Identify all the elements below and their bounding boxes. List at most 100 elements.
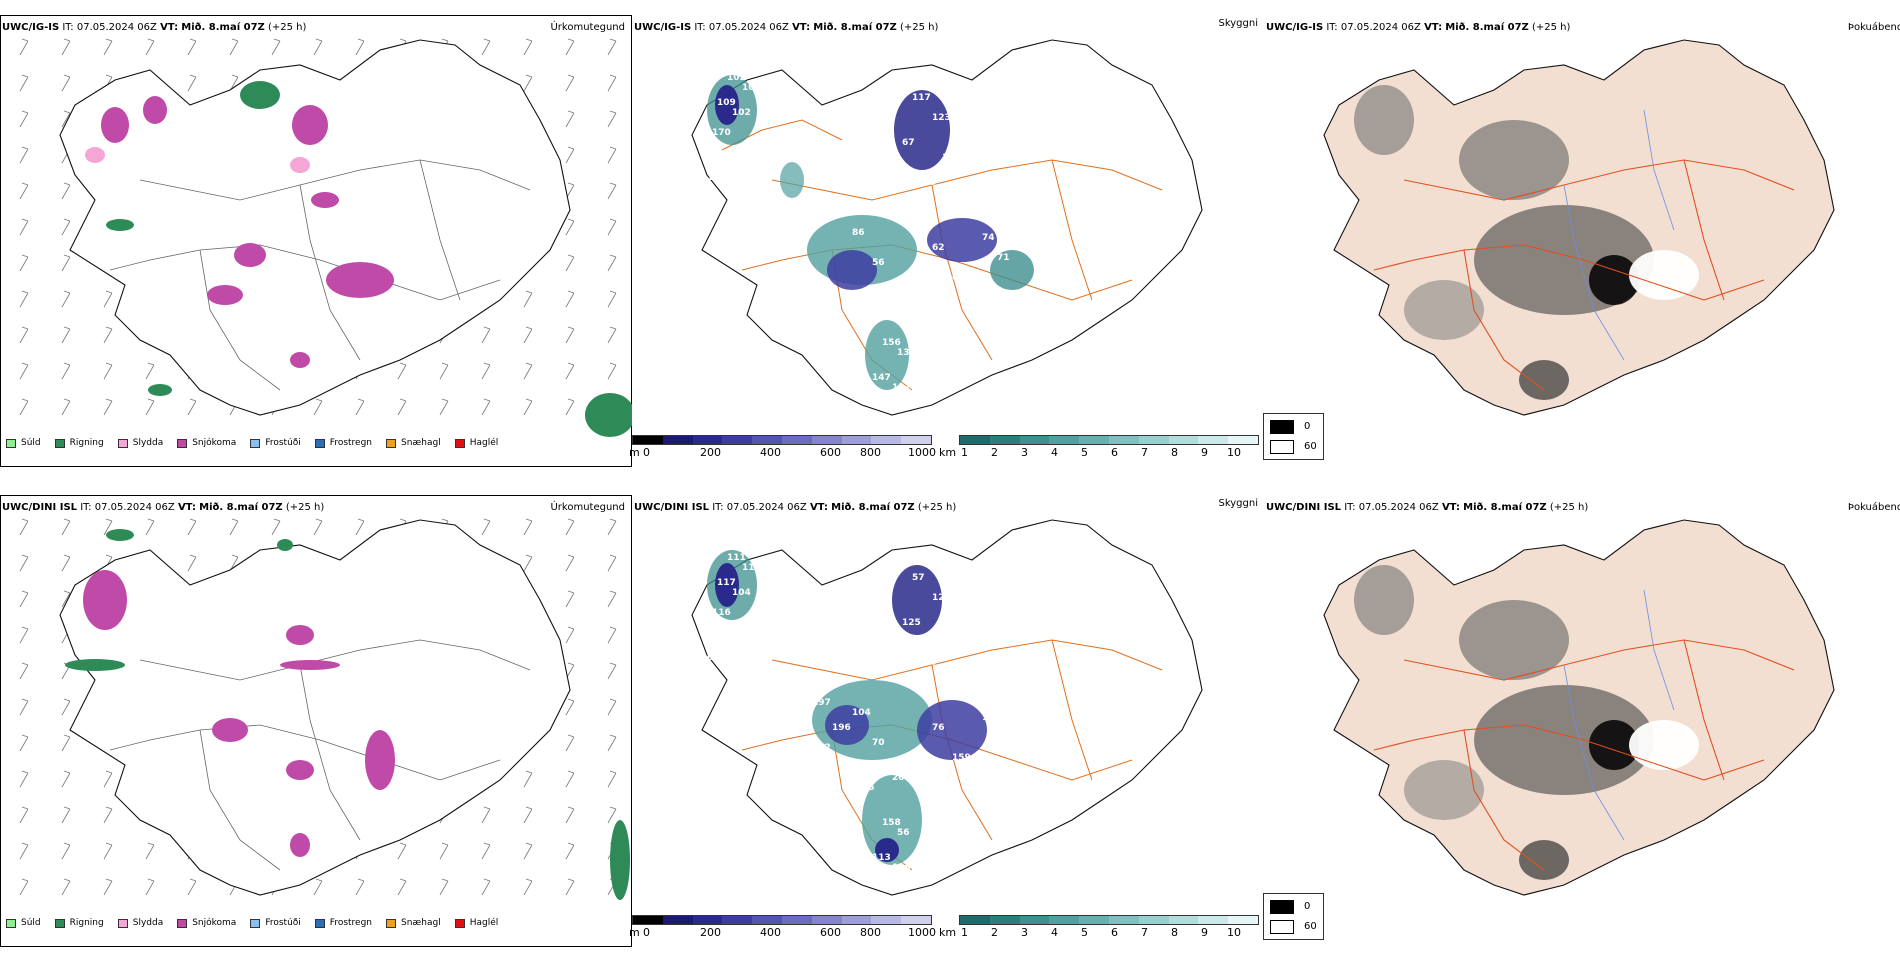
colorbar-cell xyxy=(1168,436,1199,444)
wind-barb xyxy=(439,362,449,380)
valid-time: Mið. 8.maí 07Z xyxy=(181,22,265,33)
colorbar-cell xyxy=(781,916,812,924)
precip-legend: Súld Rigning Slydda Snjókoma Frostúði Fr… xyxy=(6,438,498,448)
panel-frame xyxy=(0,495,632,947)
wind-barb xyxy=(355,878,365,896)
wind-barb xyxy=(103,290,113,308)
wind-barb xyxy=(607,290,617,308)
legend-label: Frostregn xyxy=(329,438,373,448)
wind-barb xyxy=(103,398,113,416)
wind-barb xyxy=(187,518,197,536)
wind-barb xyxy=(565,518,575,536)
wind-barb xyxy=(439,842,449,860)
precip-legend: Súld Rigning Slydda Snjókoma Frostúði Fr… xyxy=(6,918,498,928)
wind-barb xyxy=(565,38,575,56)
colorbar-km-tick: 2 xyxy=(991,446,998,459)
visibility-value-label: 129 xyxy=(942,153,961,163)
colorbar-km-tick: 5 xyxy=(1081,926,1088,939)
colorbar-km-tick: 4 xyxy=(1051,926,1058,939)
wind-barb xyxy=(481,326,491,344)
visibility-value-label: 74 xyxy=(982,233,995,243)
colorbar-km-tick: 6 xyxy=(1111,926,1118,939)
wind-barb xyxy=(19,218,29,236)
wind-barb xyxy=(229,518,239,536)
wind-barb xyxy=(19,842,29,860)
wind-barb xyxy=(607,698,617,716)
wind-barb xyxy=(61,590,71,608)
legend-swatch xyxy=(117,438,128,448)
visibility-value-label: 113 xyxy=(917,178,936,188)
wind-barb xyxy=(313,38,323,56)
visibility-value-label: 114 xyxy=(917,658,936,668)
wind-barb xyxy=(565,362,575,380)
wind-barb xyxy=(103,362,113,380)
wind-barb xyxy=(61,74,71,92)
colorbar-km-unit: km xyxy=(939,446,957,459)
colorbar-cell xyxy=(871,436,902,444)
legend-label: Haglél xyxy=(469,438,499,448)
wind-barb xyxy=(523,842,533,860)
wind-barb xyxy=(523,770,533,788)
wind-barb xyxy=(565,842,575,860)
wind-barb xyxy=(61,362,71,380)
colorbar-cell xyxy=(901,436,931,444)
valid-time: Mið. 8.maí 07Z xyxy=(813,22,897,33)
visibility-value-label: 107 xyxy=(742,83,761,93)
legend-label: Snæhagl xyxy=(401,438,441,448)
visibility-value-label: 102 xyxy=(732,108,751,118)
legend-swatch xyxy=(54,438,65,448)
visibility-value-label: 117 xyxy=(912,93,931,103)
colorbar-km-tick: 8 xyxy=(1171,926,1178,939)
valid-time: Mið. 8.maí 07Z xyxy=(1463,502,1547,513)
init-time: IT: 07.05.2024 06Z xyxy=(62,22,157,33)
visibility-value-label: 101 xyxy=(982,713,1001,723)
visibility-value-label: 111 xyxy=(727,553,746,563)
wind-barb xyxy=(607,254,617,272)
wind-barb xyxy=(565,806,575,824)
valid-time: Mið. 8.maí 07Z xyxy=(831,502,915,513)
visibility-value-label: 200 xyxy=(892,773,911,783)
wind-barb xyxy=(19,146,29,164)
legend-item: Frostúði xyxy=(250,438,301,448)
legend-label: Rigning xyxy=(69,438,104,448)
visibility-value-label: 125 xyxy=(902,618,921,628)
colorbar-cell xyxy=(1019,916,1050,924)
wind-barb xyxy=(523,398,533,416)
colorbar-cell xyxy=(960,916,990,924)
colorbar-cell xyxy=(871,916,902,924)
panel-header: UWC/IG-IS IT: 07.05.2024 06Z VT: Mið. 8.… xyxy=(1266,22,1570,33)
legend-item: Frostúði xyxy=(250,918,301,928)
wind-barb xyxy=(61,842,71,860)
wind-barb xyxy=(565,554,575,572)
colorbar-m-tick: 600 xyxy=(820,926,841,939)
wind-barb xyxy=(481,878,491,896)
visibility-value-label: 133 xyxy=(842,763,861,773)
visibility-value-label: 105 xyxy=(707,173,726,183)
panel-header: UWC/DINI ISL IT: 07.05.2024 06Z VT: Mið.… xyxy=(1266,502,1588,513)
colorbar-km-tick: 3 xyxy=(1021,926,1028,939)
wind-barb xyxy=(565,878,575,896)
lead-time: (+25 h) xyxy=(917,502,957,513)
legend-item: Frostregn xyxy=(314,438,373,448)
wind-barb xyxy=(481,362,491,380)
colorbar-km xyxy=(959,915,1259,925)
legend-item: Slydda xyxy=(117,918,164,928)
colorbar-km-tick: 1 xyxy=(961,926,968,939)
visibility-value-label: 86 xyxy=(852,228,865,238)
wind-barb xyxy=(19,290,29,308)
legend-item: Snæhagl xyxy=(386,918,441,928)
colorbar-m-tick: 200 xyxy=(700,446,721,459)
panel-title: Skyggni xyxy=(1218,498,1258,509)
fog-panel-ig: UWC/IG-IS IT: 07.05.2024 06Z VT: Mið. 8.… xyxy=(1264,10,1900,477)
visibility-value-label: 232 xyxy=(932,783,951,793)
model-name: UWC/DINI ISL xyxy=(1266,502,1342,513)
visibility-value-label: 65 xyxy=(862,783,875,793)
visibility-value-label: 56 xyxy=(897,828,910,838)
wind-barb xyxy=(145,398,155,416)
visibility-value-label: 57 xyxy=(912,573,925,583)
legend-swatch xyxy=(386,918,397,928)
wind-barb xyxy=(19,110,29,128)
legend-label: Slydda xyxy=(132,918,164,928)
precip-areas xyxy=(65,529,630,900)
colorbar-cell xyxy=(662,916,693,924)
